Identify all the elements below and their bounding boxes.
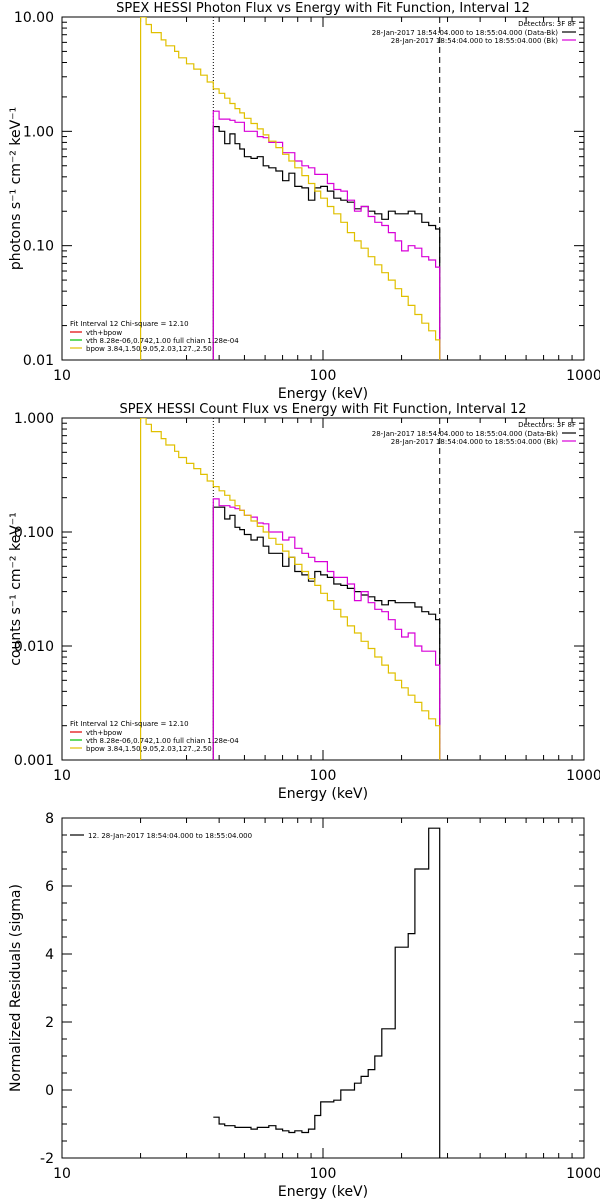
x-axis-label: Energy (keV) bbox=[278, 386, 368, 402]
legend-entry-label: vth 8.28e-06,0.742,1.00 full chian 1.28e… bbox=[86, 337, 239, 345]
data-layer bbox=[140, 17, 441, 360]
series-line-3 bbox=[140, 418, 441, 760]
legend-header: Detectors: 3F 8F bbox=[518, 20, 576, 28]
legend-entry-label: vth 8.28e-06,0.742,1.00 full chian 1.28e… bbox=[86, 737, 239, 745]
series-line-2 bbox=[212, 110, 441, 360]
legend-entry-label: 12. 28-Jan-2017 18:54:04.000 to 18:55:04… bbox=[88, 832, 252, 840]
y-axis-label: photons s⁻¹ cm⁻² keV⁻¹ bbox=[8, 107, 24, 270]
legend-entry-label: 28-Jan-2017 18:54:04.000 to 18:55:04.000… bbox=[372, 29, 559, 37]
series-line-2 bbox=[212, 498, 441, 760]
panel-1: SPEX HESSI Photon Flux vs Energy with Fi… bbox=[8, 1, 600, 402]
y-tick-label: 10.00 bbox=[14, 10, 54, 26]
y-tick-label: -2 bbox=[40, 1151, 54, 1167]
y-tick-label: 1.000 bbox=[14, 411, 54, 427]
panel-3: 10 100 1000 -2 0 2 4 6 8 Energy (keV) Normalized R… bbox=[8, 811, 600, 1200]
chart-title: SPEX HESSI Count Flux vs Energy with Fit… bbox=[119, 402, 526, 417]
plot-frame bbox=[61, 817, 585, 1159]
legend-header: Detectors: 3F 8F bbox=[518, 421, 576, 429]
data-layer bbox=[140, 418, 441, 760]
panel-2: SPEX HESSI Count Flux vs Energy with Fit… bbox=[8, 402, 600, 802]
x-tick-label: 100 bbox=[310, 368, 337, 384]
data-layer bbox=[213, 827, 441, 1158]
x-tick-label: 10 bbox=[53, 768, 71, 784]
series-line-1 bbox=[212, 506, 441, 760]
y-axis-label: Normalized Residuals (sigma) bbox=[8, 884, 24, 1092]
x-tick-label: 10 bbox=[53, 368, 71, 384]
y-tick-label: 0.010 bbox=[14, 639, 54, 655]
chart-title: SPEX HESSI Photon Flux vs Energy with Fi… bbox=[116, 1, 530, 16]
y-axis-label: counts s⁻¹ cm⁻² keV⁻¹ bbox=[8, 512, 24, 666]
y-tick-label: 4 bbox=[45, 947, 54, 963]
y-tick-label: 0.001 bbox=[14, 753, 54, 769]
legend-entry-label: vth+bpow bbox=[86, 729, 122, 737]
x-tick-label: 1000 bbox=[566, 768, 600, 784]
legend-entry-label: bpow 3.84,1.50,9.05,2.03,127.,2.50 bbox=[86, 745, 212, 753]
y-tick-label: 0.100 bbox=[14, 525, 54, 541]
y-tick-label: 0 bbox=[45, 1083, 54, 1099]
legend-entry-label: 28-Jan-2017 18:54:04.000 to 18:55:04.000… bbox=[372, 430, 559, 438]
legend-header: Fit Interval 12 Chi-square = 12.10 bbox=[70, 720, 189, 728]
x-tick-label: 100 bbox=[310, 768, 337, 784]
y-tick-label: 8 bbox=[45, 811, 54, 827]
series-line-3 bbox=[140, 17, 441, 360]
legend-entry-label: 28-Jan-2017 18:54:04.000 to 18:55:04.000… bbox=[391, 37, 559, 45]
legend-entry-label: vth+bpow bbox=[86, 329, 122, 337]
y-tick-label: 0.01 bbox=[23, 353, 54, 369]
legend-header: Fit Interval 12 Chi-square = 12.10 bbox=[70, 320, 189, 328]
y-tick-label: 2 bbox=[45, 1015, 54, 1031]
x-axis-label: Energy (keV) bbox=[278, 1184, 368, 1200]
x-tick-label: 100 bbox=[310, 1166, 337, 1182]
x-tick-label: 1000 bbox=[566, 1166, 600, 1182]
y-tick-label: 1.00 bbox=[23, 124, 54, 140]
x-tick-label: 1000 bbox=[566, 368, 600, 384]
x-axis-label: Energy (keV) bbox=[278, 786, 368, 802]
y-tick-label: 0.10 bbox=[23, 239, 54, 255]
series-line-1 bbox=[212, 126, 441, 360]
x-tick-label: 10 bbox=[53, 1166, 71, 1182]
y-tick-label: 6 bbox=[45, 879, 54, 895]
series-line-1 bbox=[213, 827, 441, 1158]
legend-entry-label: 28-Jan-2017 18:54:04.000 to 18:55:04.000… bbox=[391, 438, 559, 446]
legend-entry-label: bpow 3.84,1.50,9.05,2.03,127.,2.50 bbox=[86, 345, 212, 353]
